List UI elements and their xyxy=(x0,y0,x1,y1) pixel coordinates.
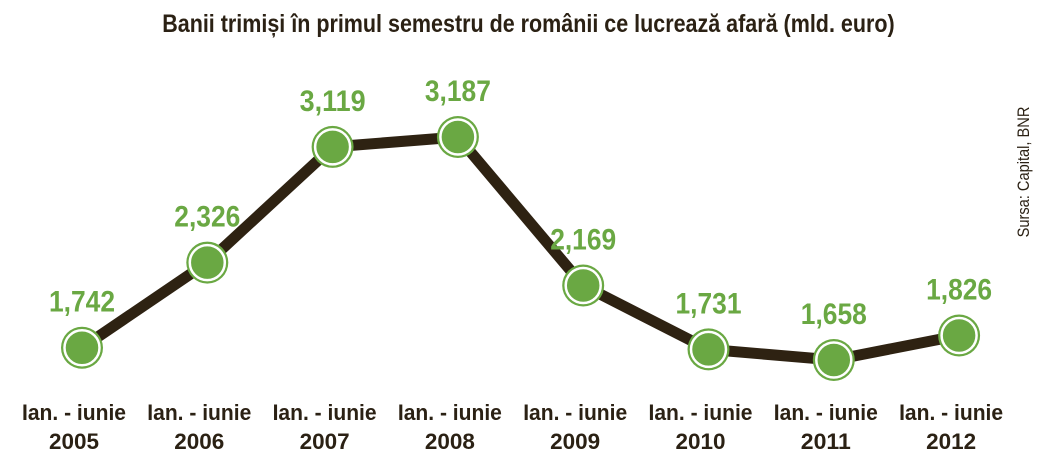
category-label-period: Ian. - iunie xyxy=(899,400,1003,425)
data-point-inner-ring xyxy=(63,328,101,367)
data-point xyxy=(61,326,103,369)
data-point xyxy=(812,339,855,381)
category-label-period: Ian. - iunie xyxy=(649,400,753,425)
data-point-ring xyxy=(812,339,855,381)
category-label-period: Ian. - iunie xyxy=(398,400,502,425)
category-label-year: 2005 xyxy=(49,429,99,454)
value-label: 3,119 xyxy=(300,85,366,118)
data-point xyxy=(687,328,730,371)
data-point-inner-ring xyxy=(689,330,728,369)
data-point-ring xyxy=(938,314,981,357)
data-point-ring xyxy=(61,326,103,369)
data-point-ring xyxy=(687,328,730,371)
data-point xyxy=(562,264,605,307)
data-point-inner-ring xyxy=(564,266,602,305)
chart-title: Banii trimiși în primul semestru de româ… xyxy=(162,10,895,38)
value-label: 2,326 xyxy=(174,201,240,234)
data-point xyxy=(186,241,229,284)
category-label-period: Ian. - iunie xyxy=(22,400,126,425)
value-label-layer: 1,742 2,326 3,119 3,187 2,169 1,731 1,658 1,826 xyxy=(49,75,992,331)
marker-layer xyxy=(61,116,981,381)
category-label-layer: Ian. - iunie 2005 Ian. - iunie 2006 Ian. - i… xyxy=(22,400,1003,454)
data-point-inner-ring xyxy=(313,128,352,166)
category-label-year: 2011 xyxy=(801,429,851,454)
value-label: 1,658 xyxy=(801,298,867,331)
data-point-ring xyxy=(562,264,605,307)
data-point-ring xyxy=(436,116,479,158)
category-label-period: Ian. - iunie xyxy=(147,400,251,425)
data-point-inner-ring xyxy=(188,243,227,282)
category-label-year: 2007 xyxy=(300,429,350,454)
category-label-period: Ian. - iunie xyxy=(523,400,627,425)
category-label-year: 2006 xyxy=(174,429,224,454)
value-label: 1,742 xyxy=(49,286,115,319)
value-label: 1,826 xyxy=(926,273,992,306)
value-label: 1,731 xyxy=(676,287,742,320)
data-point-ring xyxy=(311,125,354,168)
category-label-year: 2009 xyxy=(550,429,600,454)
category-label-year: 2012 xyxy=(926,429,976,454)
category-label-year: 2008 xyxy=(425,429,475,454)
data-point-inner-ring xyxy=(940,316,978,355)
data-point-inner-ring xyxy=(815,341,853,379)
category-label-period: Ian. - iunie xyxy=(774,400,878,425)
data-point xyxy=(436,116,479,158)
category-label-period: Ian. - iunie xyxy=(273,400,377,425)
data-point xyxy=(311,125,354,168)
data-point-ring xyxy=(186,241,229,284)
data-point-inner-ring xyxy=(439,118,477,156)
category-label-year: 2010 xyxy=(676,429,726,454)
value-label: 3,187 xyxy=(425,75,491,108)
data-point xyxy=(938,314,981,357)
value-label: 2,169 xyxy=(550,223,616,256)
